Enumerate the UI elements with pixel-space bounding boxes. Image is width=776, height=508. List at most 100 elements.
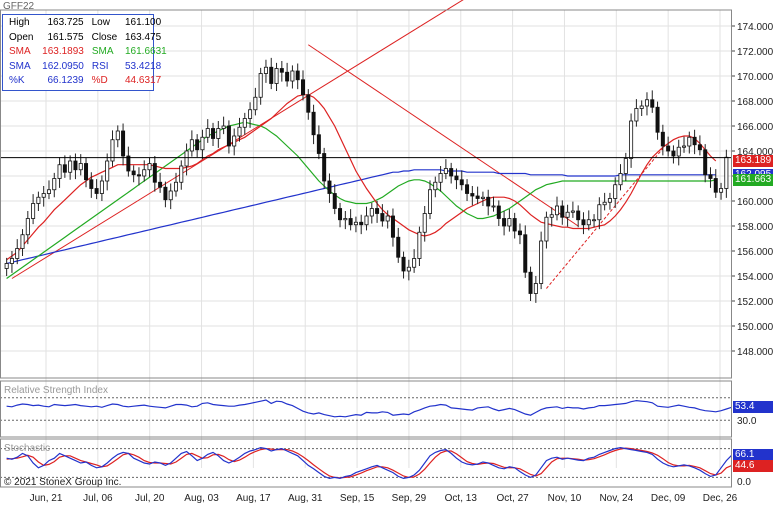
- info-k1: SMA: [9, 60, 31, 72]
- candle-body: [168, 190, 173, 201]
- candle-body: [115, 130, 120, 141]
- candle-body: [189, 139, 194, 152]
- candle-body: [475, 195, 480, 199]
- candle-body: [555, 205, 560, 216]
- y-tick-label: 158.000: [737, 222, 774, 233]
- stochastic-panel: 0.0: [0, 446, 751, 488]
- info-v1: 162.0950: [42, 60, 84, 72]
- candle-body: [269, 66, 274, 84]
- candle-body: [576, 210, 581, 221]
- x-tick-label: Nov, 10: [548, 493, 582, 504]
- candle-body: [316, 134, 321, 154]
- candle-body: [195, 139, 200, 151]
- candle-body: [226, 125, 231, 147]
- candle-body: [332, 193, 337, 209]
- candle-body: [136, 174, 141, 177]
- candle-body: [200, 136, 205, 151]
- value-tag: 66.1: [733, 449, 773, 462]
- candle-body: [655, 106, 660, 133]
- candle-body: [660, 131, 665, 147]
- y-tick-label: 172.000: [737, 47, 774, 58]
- candle-body: [248, 109, 253, 119]
- candle-body: [152, 163, 157, 183]
- candle-body: [173, 181, 178, 192]
- candle-body: [142, 169, 147, 177]
- info-row: SMA 162.0950 RSI 53.4218: [3, 60, 161, 75]
- candle-body: [459, 179, 464, 186]
- value-tag: 163.189: [733, 155, 773, 168]
- candle-body: [36, 196, 41, 204]
- candle-body: [523, 234, 528, 273]
- uptrend-line: [11, 0, 464, 279]
- info-k1: Open: [9, 31, 34, 43]
- candle-body: [258, 73, 263, 98]
- info-k2: Close: [91, 31, 118, 43]
- candle-body: [438, 173, 443, 183]
- candle-body: [602, 201, 607, 206]
- candle-body: [15, 248, 20, 259]
- candle-body: [618, 173, 623, 186]
- candle-body: [634, 108, 639, 122]
- info-row: Open 161.575 Close 163.475: [3, 31, 161, 46]
- info-k1: %K: [9, 75, 25, 86]
- candle-body: [719, 188, 724, 193]
- candle-body: [666, 145, 671, 152]
- y-tick-label: 150.000: [737, 322, 774, 333]
- candle-body: [290, 70, 295, 82]
- recovery-trend-line: [546, 148, 664, 289]
- candle-body: [687, 136, 692, 147]
- info-row: %K 66.1239 %D 44.6317: [3, 74, 161, 89]
- candle-body: [369, 208, 374, 217]
- x-tick-label: Jul, 20: [135, 493, 165, 504]
- info-row: SMA 163.1893 SMA 161.6631: [3, 45, 167, 60]
- candle-body: [41, 193, 46, 198]
- candle-body: [327, 180, 332, 194]
- candle-body: [242, 118, 247, 128]
- candle-body: [359, 221, 364, 226]
- candle-body: [263, 66, 268, 74]
- x-tick-label: Jul, 06: [83, 493, 113, 504]
- candle-body: [158, 181, 163, 188]
- candle-body: [406, 266, 411, 272]
- candle-body: [592, 219, 597, 222]
- y-tick-label: 174.000: [737, 22, 774, 33]
- y-tick-label: 170.000: [737, 72, 774, 83]
- candle-body: [121, 130, 126, 157]
- stoch-tick-label: 0.0: [737, 477, 751, 488]
- candle-body: [300, 79, 305, 96]
- stoch-panel-border: [0, 438, 732, 488]
- x-tick-label: Dec, 09: [651, 493, 686, 504]
- candle-body: [454, 175, 459, 181]
- candle-body: [179, 165, 184, 183]
- candle-body: [544, 216, 549, 242]
- candle-body: [470, 193, 475, 197]
- candle-body: [512, 218, 517, 232]
- y-tick-label: 152.000: [737, 297, 774, 308]
- date-axis: Jun, 21 Jul, 06 Jul, 20 Aug, 03 Aug, 17 Aug, …: [30, 493, 738, 504]
- info-k1: SMA: [9, 46, 31, 57]
- candle-body: [68, 160, 73, 173]
- x-tick-label: Aug, 17: [236, 493, 271, 504]
- candle-body: [184, 150, 189, 167]
- candle-body: [94, 188, 99, 194]
- candle-body: [46, 189, 51, 194]
- candle-body: [348, 218, 353, 226]
- info-v2: 161.100: [124, 17, 162, 28]
- candle-body: [385, 215, 390, 222]
- candle-body: [274, 68, 279, 84]
- value-tag: 53.4: [733, 401, 773, 414]
- candle-body: [644, 99, 649, 107]
- candle-body: [724, 156, 729, 189]
- candle-body: [253, 96, 258, 111]
- candle-body: [507, 218, 512, 227]
- candle-body: [20, 234, 25, 249]
- candle-body: [311, 111, 316, 136]
- candle-body: [650, 99, 655, 108]
- x-tick-label: Dec, 26: [703, 493, 738, 504]
- y-tick-label: 156.000: [737, 247, 774, 258]
- rsi-title: Relative Strength Index: [4, 385, 108, 396]
- candle-body: [364, 215, 369, 226]
- x-tick-label: Sep, 29: [392, 493, 427, 504]
- price-axis: 174.000 172.000 170.000 168.000 166.000 164.0…: [731, 22, 774, 358]
